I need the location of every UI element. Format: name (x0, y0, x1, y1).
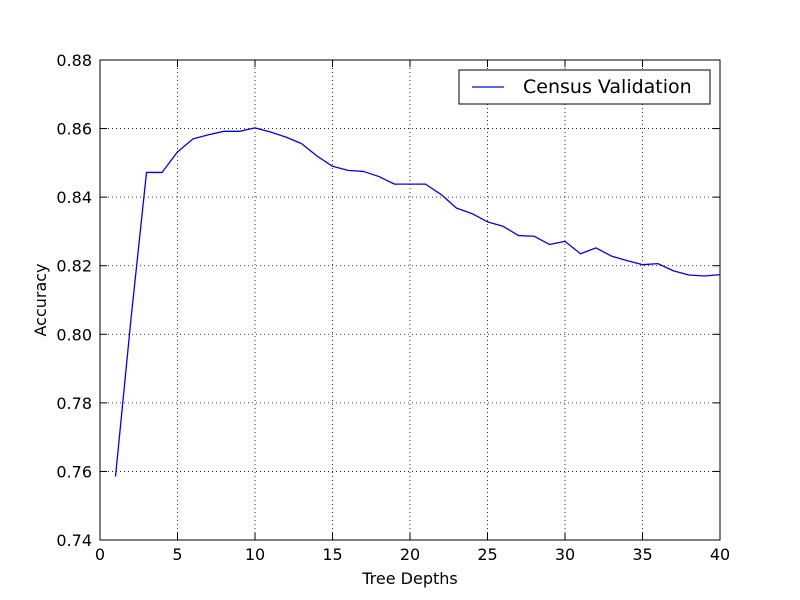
y-tick-label: 0.76 (56, 462, 92, 481)
data-point (270, 131, 272, 133)
data-point (363, 171, 365, 173)
data-point (549, 244, 551, 246)
legend-label: Census Validation (523, 76, 692, 98)
data-point (161, 172, 163, 174)
data-point (440, 194, 442, 196)
data-point (425, 183, 427, 185)
x-tick-label: 25 (477, 545, 497, 564)
x-tick-label: 5 (172, 545, 182, 564)
data-point (254, 127, 256, 129)
data-point (301, 143, 303, 145)
data-point (223, 131, 225, 133)
data-point (378, 176, 380, 178)
data-point (595, 247, 597, 249)
data-point (332, 165, 334, 167)
y-tick-label: 0.78 (56, 394, 92, 413)
series-layer (114, 127, 721, 478)
data-point (130, 318, 132, 320)
data-point (177, 151, 179, 153)
data-point (502, 225, 504, 227)
data-point (657, 263, 659, 265)
x-tick-label: 10 (245, 545, 265, 564)
data-point (146, 172, 148, 174)
grid-layer (100, 60, 720, 540)
data-point (518, 235, 520, 237)
y-tick-label: 0.86 (56, 120, 92, 139)
data-point (688, 274, 690, 276)
data-point (642, 264, 644, 266)
data-point (239, 131, 241, 133)
data-point (487, 221, 489, 223)
data-point (626, 260, 628, 262)
x-tick-label: 0 (95, 545, 105, 564)
y-axis-title: Accuracy (31, 263, 50, 336)
x-tick-label: 40 (710, 545, 730, 564)
x-tick-label: 15 (322, 545, 342, 564)
data-point (471, 213, 473, 215)
data-point (456, 207, 458, 209)
tick-layer: 0 5 10 15 20 25 30 35 40 0.74 0.76 0.78 0.80 0.82 0.84… (56, 51, 730, 564)
data-point (580, 253, 582, 255)
y-tick-label: 0.84 (56, 188, 92, 207)
y-tick-label: 0.74 (56, 531, 92, 550)
data-point (611, 255, 613, 257)
x-tick-label: 35 (632, 545, 652, 564)
data-point (704, 275, 706, 277)
data-point (316, 155, 318, 157)
data-point (394, 183, 396, 185)
data-point (564, 241, 566, 243)
legend: Census Validation (458, 69, 711, 105)
y-tick-label: 0.82 (56, 257, 92, 276)
x-tick-label: 20 (400, 545, 420, 564)
series-line (114, 127, 721, 477)
data-point (347, 170, 349, 172)
data-point (409, 183, 411, 185)
data-point (115, 476, 117, 478)
x-tick-label: 30 (555, 545, 575, 564)
data-point (192, 138, 194, 140)
x-axis-title: Tree Depths (361, 569, 458, 588)
data-point (208, 134, 210, 136)
y-tick-label: 0.88 (56, 51, 92, 70)
y-tick-label: 0.80 (56, 325, 92, 344)
data-point (285, 136, 287, 138)
data-point (533, 235, 535, 237)
data-point (673, 270, 675, 272)
